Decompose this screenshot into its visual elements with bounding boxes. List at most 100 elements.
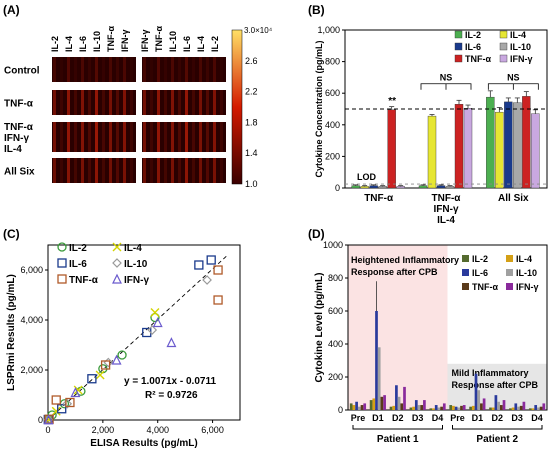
bar [395,385,398,410]
heatmap-streak [67,122,70,152]
heatmap-streak [206,158,209,183]
bar [349,403,353,410]
bar [392,405,396,410]
bar [427,115,437,189]
heatmap-streak [206,122,209,152]
heatmap-streak [171,57,174,82]
bar [469,406,472,410]
legend-label: IL-6 [472,268,488,278]
bar [499,405,503,410]
bar [471,405,475,410]
bar [355,401,358,410]
y-axis-label: Cytokine Concentration (pg/mL) [314,40,324,177]
heatmap-streak [109,57,112,82]
bar [497,401,500,410]
point-x [51,406,61,416]
heatmap-streak [220,158,223,183]
bar [531,408,535,410]
heatmap-streak [81,122,84,152]
bar [477,390,481,410]
heatmap-col-label: TNF-α [154,26,164,52]
heatmap-streak [53,158,56,183]
heatmap-block [52,122,136,152]
heatmap-streak [143,57,146,82]
bar [396,186,405,189]
heatmap-streak [81,57,84,82]
x-category-label: D1 [372,413,384,423]
bar [449,405,453,410]
bar [351,185,360,189]
heatmap-streak [178,122,181,152]
heatmap-streak [95,122,98,152]
heatmap-block [52,57,136,82]
heatmap-streak [109,90,112,115]
point-square [100,360,111,370]
heatmap-streak [123,57,126,82]
heatmap-streak [199,158,202,183]
bar [418,185,428,189]
y-tick-label: 200 [325,151,340,161]
x-category-label: All Six [498,193,529,204]
heatmap-streak [53,122,56,152]
y-tick-label: 2,000 [20,365,43,375]
region-label: Response after CPB [452,380,539,390]
legend-swatch [506,255,513,262]
bar [486,96,495,189]
bar [528,408,532,410]
point-square [87,374,97,384]
heatmap-streak [143,90,146,115]
heatmap-streak [88,90,91,115]
point-diamond [112,258,122,268]
x-category-label: D4 [531,413,543,423]
bar [482,398,486,410]
y-tick-label: 0 [335,183,340,193]
panel-label-b: (B) [308,3,325,17]
legend-label: IL-4 [516,254,532,264]
heatmap-streak [185,122,188,152]
point-square [206,255,216,265]
heatmap-streak [220,90,223,115]
heatmap-col-label: IL-10 [92,31,102,52]
heatmap-streak [143,122,146,152]
point-triangle [166,337,177,348]
bar [436,185,446,189]
bar [429,408,433,410]
heatmap-streak [206,57,209,82]
bar [460,405,463,410]
point-square [57,274,67,284]
patient-bracket [452,425,543,430]
panel-label-d: (D) [308,227,325,241]
point-square [57,258,67,268]
panel-label-c: (C) [3,227,20,241]
heatmap-col-label: IL-4 [196,36,206,52]
heatmap-panel: IL-2 IL-4 IL-6 IL-10 TNF-α IFN-γ IFN-γ TNF-α IL-… [4,26,273,189]
lod-label: LOD [357,172,376,182]
heatmap-streak [220,122,223,152]
heatmap-streak [95,90,98,115]
heatmap-streak [116,122,119,152]
point-square [213,295,223,305]
y-tick-label: 600 [325,88,340,98]
bar [454,104,464,189]
x-category-label: IFN-γ [434,204,459,215]
point-triangle [152,317,163,328]
heatmap-streak [67,158,70,183]
legend-label: IL-2 [465,30,481,40]
colorbar-max-label: 3.0×10⁴ [244,26,273,35]
legend-label: IL-2 [472,254,488,264]
bar [511,407,515,410]
point-x [112,242,122,252]
heatmap-row-label: TNF-α [4,122,34,133]
y-axis-label: LSPRmi Results (pg/mL) [6,274,17,391]
bar [502,400,506,410]
plot-frame [347,244,548,411]
colorbar-tick-label: 1.8 [245,117,258,127]
heatmap-row-label: Control [4,66,40,77]
legend-label: TNF-α [465,54,491,64]
point-diamond [202,275,212,285]
point-square [213,265,223,275]
heatmap-streak [199,122,202,152]
heatmap-streak [81,158,84,183]
heatmap-row-label: All Six [4,167,35,178]
point-circle [57,242,67,252]
